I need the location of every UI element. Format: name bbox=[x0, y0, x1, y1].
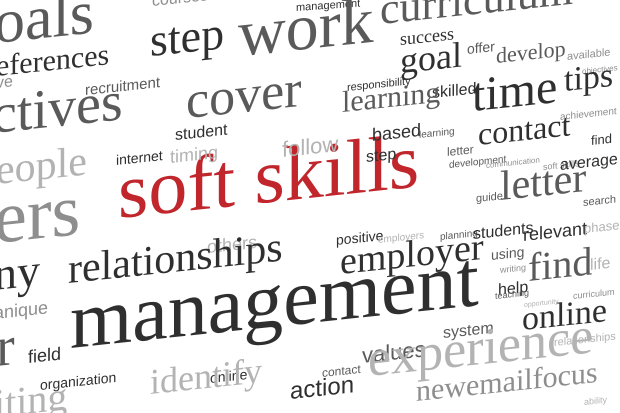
word-work: work bbox=[238, 0, 374, 72]
word-field: field bbox=[28, 343, 62, 367]
word-find-small: find bbox=[591, 130, 612, 148]
word-courses: courses bbox=[152, 0, 208, 10]
word-offer: offer bbox=[467, 38, 495, 57]
word-writing-big: iting bbox=[0, 373, 68, 413]
word-ability: ability bbox=[584, 394, 608, 407]
word-r-edge: r bbox=[0, 315, 15, 379]
word-learning-small: learning bbox=[419, 126, 455, 141]
word-writing-small: writing bbox=[500, 262, 527, 275]
word-find-big: find bbox=[528, 238, 593, 290]
word-letter-small: letter bbox=[447, 142, 474, 159]
word-ctives: ctives bbox=[0, 70, 123, 146]
word-life: life bbox=[590, 254, 611, 274]
word-learning-big: learning bbox=[342, 75, 441, 119]
word-step-big: step bbox=[150, 7, 225, 66]
word-based: based bbox=[372, 119, 422, 145]
word-cover: cover bbox=[186, 60, 302, 130]
word-phase: phase bbox=[584, 217, 620, 236]
word-contact-big: contact bbox=[478, 106, 571, 152]
word-letter-big: letter bbox=[500, 154, 587, 210]
word-ers: ers bbox=[0, 168, 81, 260]
word-identify: identify bbox=[150, 350, 262, 402]
word-search: search bbox=[583, 193, 617, 209]
word-ny: ny bbox=[0, 244, 40, 300]
word-action: action bbox=[290, 371, 355, 405]
word-timing: timing bbox=[170, 141, 219, 167]
word-teaching: teaching bbox=[495, 287, 530, 301]
word-step-small: step bbox=[366, 145, 397, 166]
word-follow: follow bbox=[282, 131, 339, 162]
word-goal: goal bbox=[400, 34, 462, 81]
word-using: using bbox=[491, 243, 525, 263]
word-tips: tips bbox=[564, 56, 614, 99]
word-guide: guide bbox=[476, 190, 503, 205]
